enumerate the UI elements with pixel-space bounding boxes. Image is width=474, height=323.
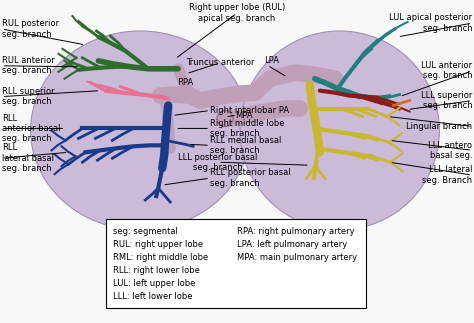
Text: RML: right middle lobe: RML: right middle lobe xyxy=(113,253,209,262)
Text: Right interlobar PA: Right interlobar PA xyxy=(210,106,289,115)
Ellipse shape xyxy=(31,31,250,230)
Text: RUL: right upper lobe: RUL: right upper lobe xyxy=(113,240,203,249)
Text: RPA: RPA xyxy=(177,78,193,87)
Text: LLL lateral
seg. Branch: LLL lateral seg. Branch xyxy=(422,165,472,185)
Text: seg: segmental: seg: segmental xyxy=(113,227,178,236)
Text: RLL posterior basal
seg. branch: RLL posterior basal seg. branch xyxy=(210,168,291,188)
Text: LLL superior
seg. branch: LLL superior seg. branch xyxy=(421,91,472,110)
Circle shape xyxy=(217,110,233,126)
Text: RLL
lateral basal
seg. branch: RLL lateral basal seg. branch xyxy=(2,143,54,173)
Text: RPA: right pulmonary artery: RPA: right pulmonary artery xyxy=(237,227,355,236)
Text: Truncus anterior: Truncus anterior xyxy=(186,58,254,67)
Text: Right middle lobe
seg. branch: Right middle lobe seg. branch xyxy=(210,119,284,138)
Ellipse shape xyxy=(240,31,439,230)
Text: MPA: main pulmonary artery: MPA: main pulmonary artery xyxy=(237,253,357,262)
Text: RLL medial basal
seg. branch: RLL medial basal seg. branch xyxy=(210,136,282,155)
Text: LLL posterior basal
seg. branch: LLL posterior basal seg. branch xyxy=(178,152,258,172)
Text: RUL anterior
seg. branch: RUL anterior seg. branch xyxy=(2,56,55,76)
Text: Lingular branch: Lingular branch xyxy=(406,122,472,131)
Text: MPA: MPA xyxy=(235,111,253,120)
Text: RUL posterior
seg. branch: RUL posterior seg. branch xyxy=(2,19,59,39)
Text: RLL: right lower lobe: RLL: right lower lobe xyxy=(113,266,200,275)
Text: LPA: left pulmonary artery: LPA: left pulmonary artery xyxy=(237,240,347,249)
Text: RLL superior
seg. branch: RLL superior seg. branch xyxy=(2,87,55,106)
Text: LPA: LPA xyxy=(264,56,279,65)
Text: LLL antero
basal seg.: LLL antero basal seg. xyxy=(428,141,472,160)
Text: LLL: left lower lobe: LLL: left lower lobe xyxy=(113,292,193,301)
FancyBboxPatch shape xyxy=(106,219,365,308)
Text: RLL
anterior basal
seg. branch: RLL anterior basal seg. branch xyxy=(2,113,60,143)
Text: LUL: left upper lobe: LUL: left upper lobe xyxy=(113,279,196,288)
Text: LUL apical posterior
seg. branch: LUL apical posterior seg. branch xyxy=(389,13,472,33)
Text: LUL anterior
seg. branch: LUL anterior seg. branch xyxy=(421,61,472,80)
Text: Right upper lobe (RUL)
apical seg. branch: Right upper lobe (RUL) apical seg. branc… xyxy=(189,3,285,23)
